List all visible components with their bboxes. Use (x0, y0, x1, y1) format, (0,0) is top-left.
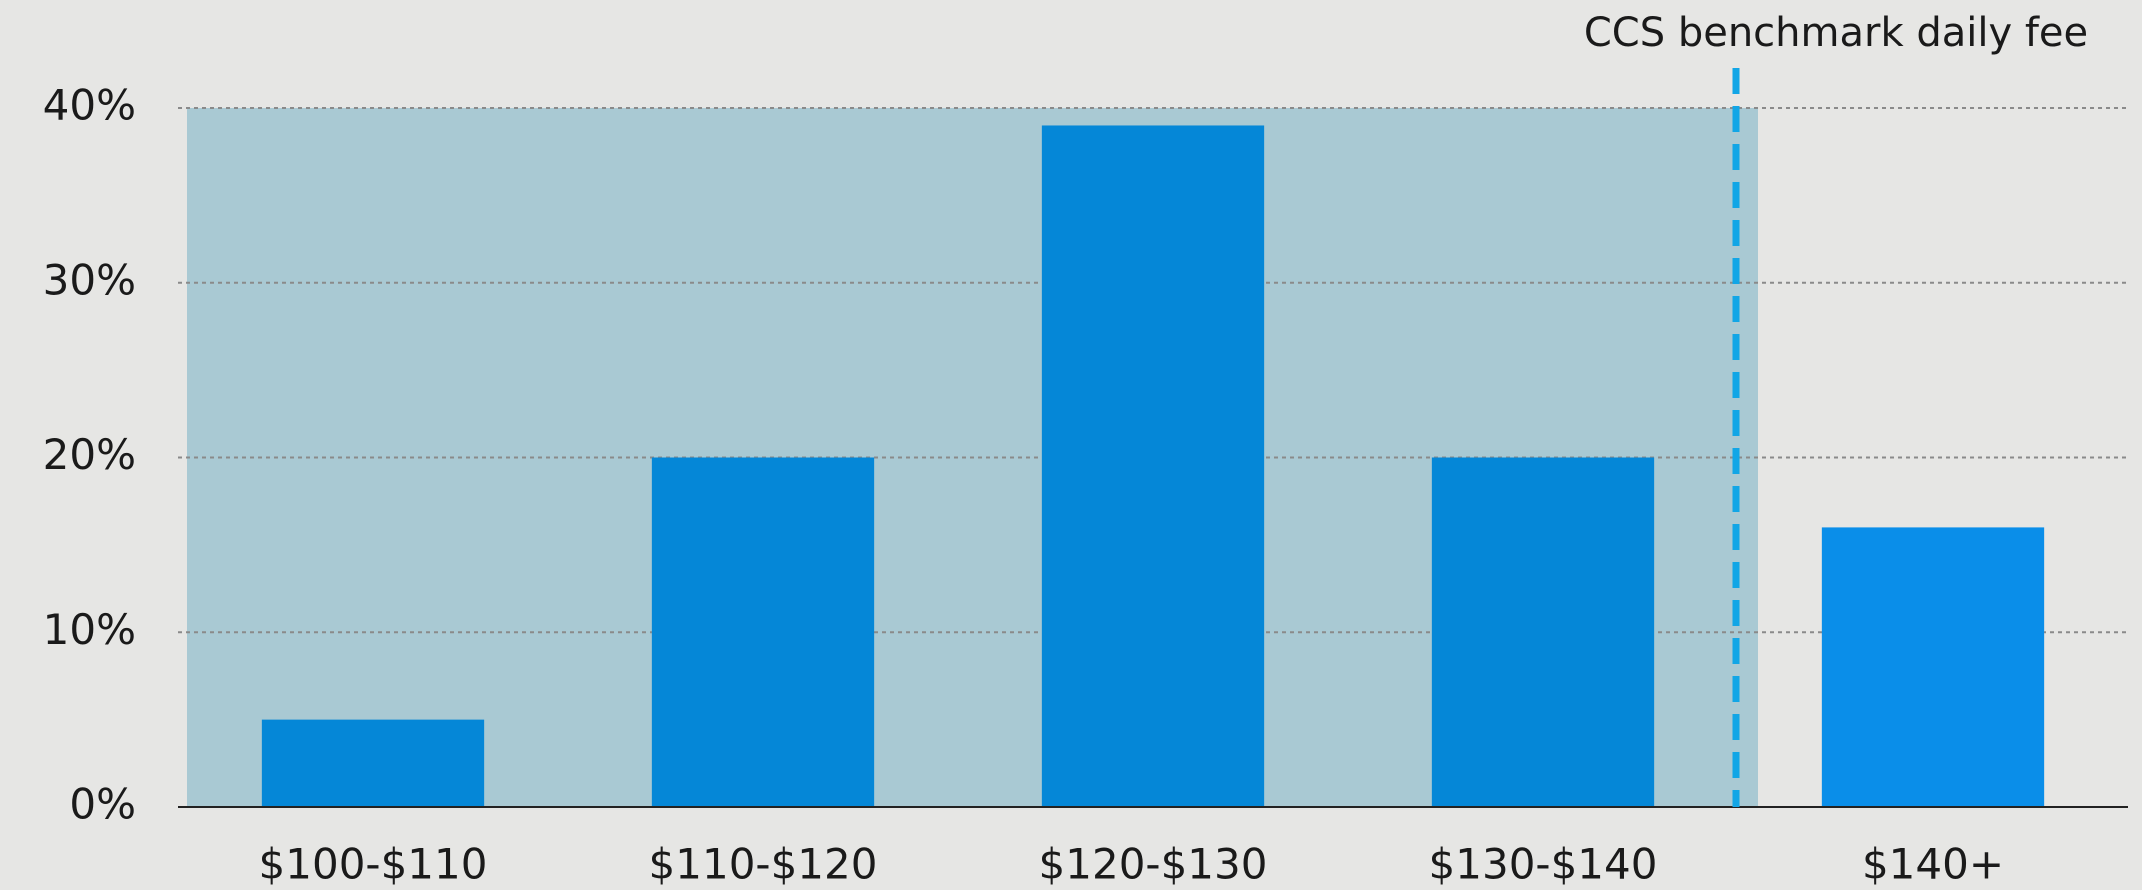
x-tick-label: $110-$120 (649, 840, 878, 889)
y-tick-label: 0% (69, 780, 136, 829)
y-tick-label: 40% (43, 81, 136, 130)
bar (261, 719, 485, 807)
bar (1041, 125, 1265, 808)
bar (1821, 527, 2045, 807)
x-tick-label: $120-$130 (1039, 840, 1268, 889)
x-tick-label: $130-$140 (1429, 840, 1658, 889)
bar (1431, 457, 1655, 807)
y-tick-label: 30% (43, 255, 136, 304)
x-tick-label: $100-$110 (259, 840, 488, 889)
y-tick-label: 20% (43, 430, 136, 479)
y-tick-label: 10% (43, 605, 136, 654)
annotation: CCS benchmark daily fee (1584, 10, 2088, 56)
bar (651, 457, 875, 807)
x-tick-label: $140+ (1862, 840, 2004, 889)
